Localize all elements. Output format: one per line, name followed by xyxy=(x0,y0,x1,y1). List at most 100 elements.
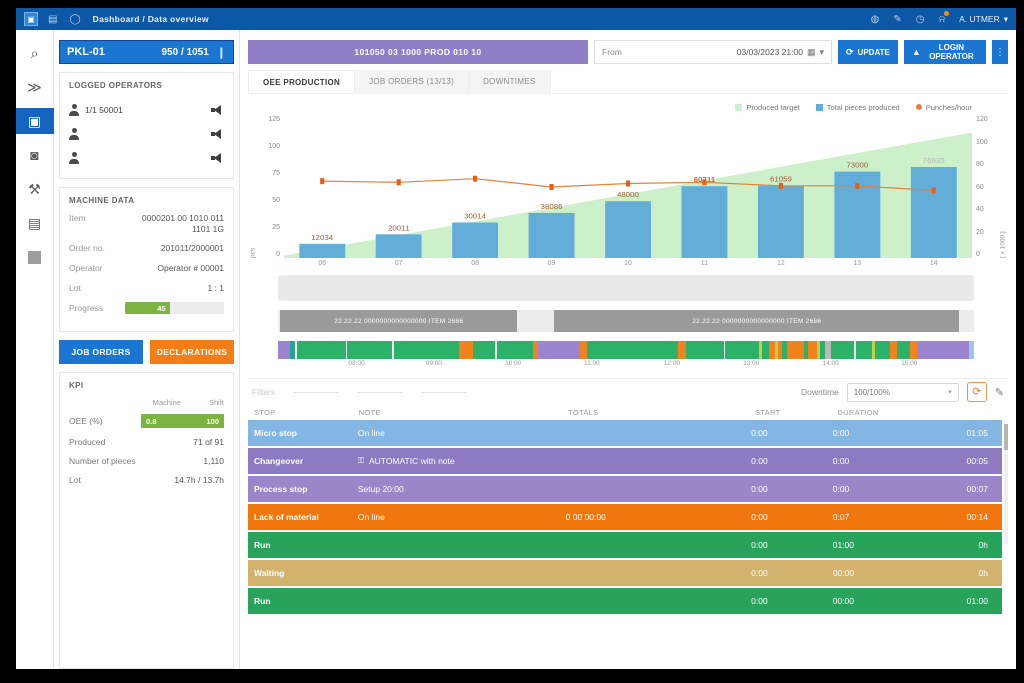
sidebar-item-search[interactable]: ⌕ xyxy=(30,44,39,61)
tab-0[interactable]: OEE PRODUCTION xyxy=(248,70,356,93)
app-logo-icon[interactable]: ▣ xyxy=(24,12,38,26)
status-segment-y[interactable] xyxy=(774,341,778,359)
clock-icon[interactable]: ◷ xyxy=(915,13,925,25)
produced-bar[interactable] xyxy=(681,186,728,258)
more-options-button[interactable]: ⋮ xyxy=(992,40,1008,64)
job-order-gantt[interactable]: 22.22.22 0000000000000000 ITEM 2686 22.22… xyxy=(278,310,974,332)
downtime-select[interactable]: 100/100% ▾ xyxy=(846,382,959,402)
table-row[interactable]: Micro stop On line 0:00 0:00 01:05 xyxy=(248,420,1002,446)
user-menu[interactable]: A. UTMER ▾ xyxy=(959,14,1008,25)
produced-bar[interactable] xyxy=(375,234,422,258)
job-orders-button[interactable]: JOB ORDERS xyxy=(59,340,143,365)
status-segment-o[interactable] xyxy=(532,341,538,359)
status-segment-g[interactable] xyxy=(819,341,825,359)
status-segment-w[interactable] xyxy=(723,341,726,359)
status-segment-g[interactable] xyxy=(781,341,787,359)
filter-placeholder[interactable] xyxy=(357,391,404,393)
table-row[interactable]: Run 0:00 00:00 01:00 xyxy=(248,588,1002,614)
operator-row[interactable] xyxy=(69,122,224,146)
status-segment-w[interactable] xyxy=(854,341,856,359)
status-segment-g[interactable] xyxy=(761,341,769,359)
table-refresh-button[interactable]: ⟳ xyxy=(966,382,987,402)
status-segment-g[interactable] xyxy=(473,341,496,359)
produced-bar[interactable] xyxy=(452,222,499,259)
table-row[interactable]: Run 0:00 01:00 0h xyxy=(248,532,1002,558)
status-segment-g[interactable] xyxy=(496,341,533,359)
status-segment-g[interactable] xyxy=(831,341,855,359)
operator-row[interactable] xyxy=(69,146,224,170)
status-segment-o[interactable] xyxy=(786,341,805,359)
sidebar-item-messages[interactable]: ◙ xyxy=(30,147,39,163)
status-segment-g[interactable] xyxy=(296,341,347,359)
bell-icon[interactable]: ⍾ xyxy=(938,10,950,25)
sidebar-item-tools[interactable]: ⚒ xyxy=(28,180,41,197)
status-segment-w[interactable] xyxy=(346,341,348,359)
sidebar-item-thumbnail[interactable] xyxy=(16,244,54,270)
table-row[interactable]: Process stop Setup 20:00 0:00 0:00 00:07 xyxy=(248,476,1002,502)
sync-icon[interactable]: ◯ xyxy=(69,13,81,25)
status-segment-w[interactable] xyxy=(495,341,497,359)
status-segment-g[interactable] xyxy=(855,341,873,359)
declarations-button[interactable]: DECLARATIONS xyxy=(150,340,234,365)
calendar-icon[interactable]: ▦ xyxy=(806,46,816,57)
status-segment-o[interactable] xyxy=(768,341,775,359)
status-segment-o[interactable] xyxy=(677,341,687,359)
edit-pencil-icon[interactable]: ✎ xyxy=(994,386,1004,399)
apps-icon[interactable]: ▤ xyxy=(48,13,58,25)
login-operator-button[interactable]: ▲ LOGIN OPERATOR xyxy=(903,40,986,64)
status-segment-o[interactable] xyxy=(458,341,474,359)
job-order-segment[interactable]: 22.22.22 0000000000000000 ITEM 2686 xyxy=(554,310,960,332)
status-segment-o[interactable] xyxy=(889,341,897,359)
status-segment-y[interactable] xyxy=(758,341,762,359)
status-segment-g[interactable] xyxy=(347,341,393,359)
speaker-icon[interactable] xyxy=(211,153,224,164)
job-order-segment[interactable]: 22.22.22 0000000000000000 ITEM 2686 xyxy=(280,310,518,332)
status-segment-lb[interactable] xyxy=(969,341,974,359)
language-icon[interactable]: ◍ xyxy=(870,13,880,25)
status-segment-gr[interactable] xyxy=(824,341,832,359)
table-row[interactable]: Waiting 0:00 00:00 0h xyxy=(248,560,1002,586)
status-segment-g[interactable] xyxy=(725,341,759,359)
sidebar-item-machine-dashboard[interactable]: ▣ xyxy=(15,108,54,134)
status-segment-g[interactable] xyxy=(393,341,459,359)
produced-bar[interactable] xyxy=(528,212,575,258)
edit-icon[interactable]: ✎ xyxy=(893,13,902,25)
status-segment-t[interactable] xyxy=(289,341,295,359)
filter-placeholder[interactable] xyxy=(421,391,468,393)
produced-bar[interactable] xyxy=(299,243,346,258)
status-segment-w[interactable] xyxy=(392,341,394,359)
status-segment-g[interactable] xyxy=(686,341,724,359)
filter-placeholder[interactable] xyxy=(293,391,340,393)
machine-header[interactable]: PKL-01 950 / 1051 ❙ xyxy=(59,40,234,64)
sidebar-item-documents[interactable]: ▤ xyxy=(27,214,42,231)
status-segment-p[interactable] xyxy=(916,341,970,359)
table-row[interactable]: Lack of material On line 0 00 00:00 0:00 0:0… xyxy=(248,504,1002,530)
date-filter[interactable]: From 03/03/2023 21:00 ▦ ▾ xyxy=(594,40,832,64)
sidebar-item-fast-forward[interactable]: ≫ xyxy=(27,78,42,95)
speaker-icon[interactable] xyxy=(211,129,224,140)
update-button[interactable]: ⟳ UPDATE xyxy=(838,40,898,64)
status-segment-g[interactable] xyxy=(875,341,890,359)
produced-bar[interactable] xyxy=(757,185,804,258)
tab-2[interactable]: DOWNTIMES xyxy=(469,70,551,93)
status-segment-o[interactable] xyxy=(579,341,588,359)
machine-menu-icon[interactable]: ❙ xyxy=(216,46,226,59)
status-segment-y[interactable] xyxy=(872,341,876,359)
status-segment-g[interactable] xyxy=(896,341,910,359)
table-scrollbar[interactable] xyxy=(1004,424,1008,544)
status-segment-o[interactable] xyxy=(807,341,817,359)
status-segment-g[interactable] xyxy=(587,341,678,359)
speaker-icon[interactable] xyxy=(211,105,224,116)
status-segment-w[interactable] xyxy=(294,341,297,359)
operator-row[interactable]: 1/1 50001 xyxy=(69,98,224,122)
produced-bar[interactable] xyxy=(910,167,957,258)
status-segment-y[interactable] xyxy=(816,341,820,359)
status-segment-o[interactable] xyxy=(909,341,917,359)
status-segment-p[interactable] xyxy=(537,341,580,359)
date-caret-icon[interactable]: ▾ xyxy=(819,46,824,57)
status-segment-g[interactable] xyxy=(804,341,808,359)
produced-bar[interactable] xyxy=(605,201,652,258)
chart-plot-area[interactable]: 12034 20011 30014 38086 48000 60711 61059 73000… xyxy=(284,116,972,258)
machine-status-timeline[interactable] xyxy=(278,341,974,359)
status-segment-p[interactable] xyxy=(278,341,290,359)
